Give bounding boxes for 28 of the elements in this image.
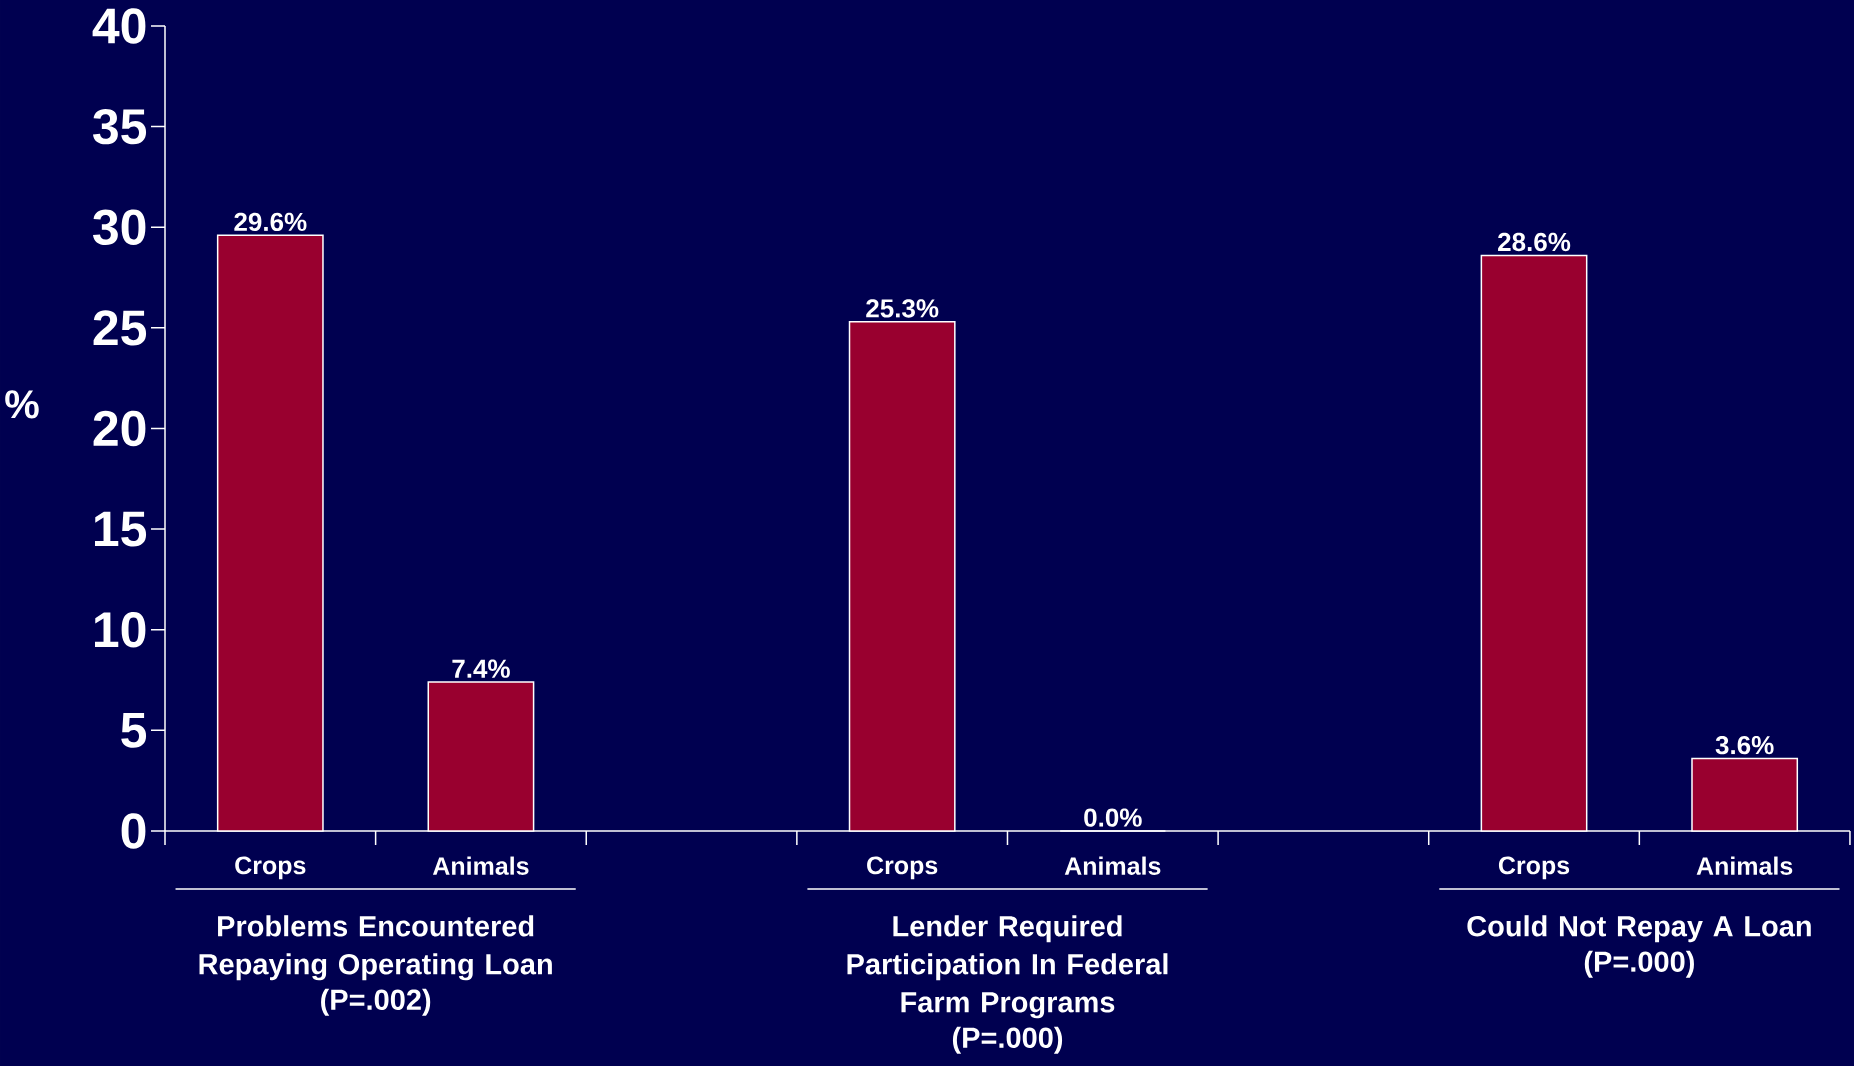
data-label: 28.6%	[1498, 232, 1571, 252]
text: Problems Encountered Repaying Operating Loan	[199, 915, 552, 981]
data-label: 29.6%	[234, 212, 307, 232]
text: Could Not Repay A Loan	[1467, 915, 1811, 943]
x-tick-label: Animals	[1696, 856, 1793, 875]
text: (P=.000)	[1584, 950, 1694, 978]
data-label: 0.0%	[1084, 808, 1142, 827]
text: Lender Required Participation In Federal Farm Programs	[847, 915, 1168, 1019]
y-tick-label: 25	[93, 310, 147, 346]
data-label: 7.4%	[452, 659, 510, 678]
text: (P=.000)	[952, 1026, 1063, 1054]
y-tick-label: 10	[95, 612, 146, 648]
x-tick-label: Animals	[432, 856, 529, 875]
text: (P=.002)	[321, 988, 431, 1016]
y-tick-label: 30	[93, 209, 146, 245]
y-tick-label: 0	[121, 813, 146, 849]
x-tick-label: Crops	[1498, 856, 1570, 880]
x-tick-label: Animals	[1064, 856, 1161, 875]
y-axis-title: %	[5, 390, 39, 419]
y-tick-label: 35	[93, 108, 147, 145]
x-tick-label: Crops	[867, 856, 938, 880]
data-label: 25.3%	[866, 299, 939, 318]
data-label: 3.6%	[1715, 735, 1774, 755]
y-tick-label: 5	[121, 712, 147, 748]
x-tick-label: Crops	[235, 856, 306, 880]
y-tick-label: 20	[93, 410, 146, 447]
y-tick-label: 15	[95, 511, 147, 547]
y-tick-label: 40	[92, 8, 146, 44]
